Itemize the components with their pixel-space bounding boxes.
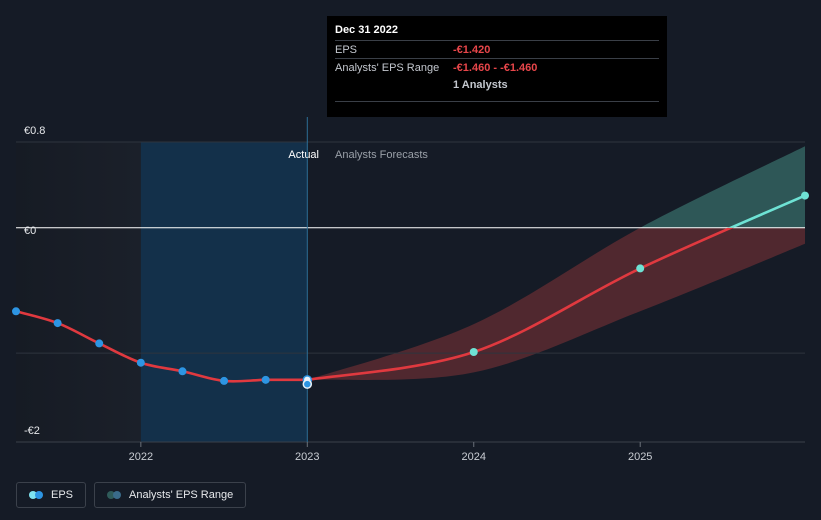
tooltip-eps-key: EPS	[335, 43, 358, 56]
x-tick-label: 2025	[628, 451, 652, 463]
eps-point	[136, 358, 145, 367]
eps-point	[261, 375, 270, 384]
legend-range-button[interactable]: Analysts' EPS Range	[94, 482, 247, 508]
past-shade	[16, 142, 141, 442]
tooltip-row-analysts: 1 Analysts	[335, 76, 659, 93]
tooltip-range-value: -€1.460 - -€1.460	[453, 61, 538, 74]
range-legend-icon	[107, 491, 122, 499]
chart-legend: EPS Analysts' EPS Range	[16, 482, 247, 508]
y-tick-label-bottom: -€2	[24, 425, 40, 437]
x-tick-label: 2024	[462, 451, 486, 463]
eps-point	[53, 319, 62, 328]
x-tick-label: 2022	[129, 451, 153, 463]
tooltip-divider	[335, 101, 659, 102]
eps-point	[95, 339, 104, 348]
hover-tooltip: Dec 31 2022 EPS -€1.420 Analysts' EPS Ra…	[327, 16, 667, 117]
eps-legend-icon	[29, 491, 43, 499]
eps-point	[12, 307, 20, 316]
eps-point	[220, 376, 229, 385]
legend-range-label: Analysts' EPS Range	[129, 489, 234, 501]
tooltip-eps-value: -€1.420	[453, 43, 491, 56]
forecast-point	[801, 191, 809, 200]
tooltip-row-range: Analysts' EPS Range -€1.460 - -€1.460	[335, 58, 659, 76]
legend-eps-label: EPS	[51, 489, 74, 501]
eps-range-point	[302, 379, 313, 389]
y-tick-label-top: €0.8	[24, 125, 45, 137]
tooltip-date: Dec 31 2022	[335, 24, 398, 36]
forecast-range-band-negative	[307, 227, 805, 380]
tooltip-range-key: Analysts' EPS Range	[335, 61, 440, 74]
forecast-range-band-positive	[640, 146, 805, 228]
forecast-eps-line-positive	[727, 194, 806, 228]
actual-highlight-band	[140, 142, 308, 442]
forecast-eps-line-negative	[307, 227, 735, 382]
tooltip-analysts-value: 1 Analysts	[453, 78, 508, 91]
x-tick-label: 2023	[295, 451, 319, 463]
y-tick-label-zero: €0	[24, 225, 36, 237]
forecast-point	[636, 264, 645, 273]
tooltip-row-eps: EPS -€1.420	[335, 40, 659, 58]
actual-region-label: Actual	[288, 149, 319, 161]
forecast-region-label: Analysts Forecasts	[335, 149, 428, 161]
eps-point	[178, 367, 187, 376]
forecast-point	[469, 348, 478, 356]
legend-eps-button[interactable]: EPS	[16, 482, 87, 508]
